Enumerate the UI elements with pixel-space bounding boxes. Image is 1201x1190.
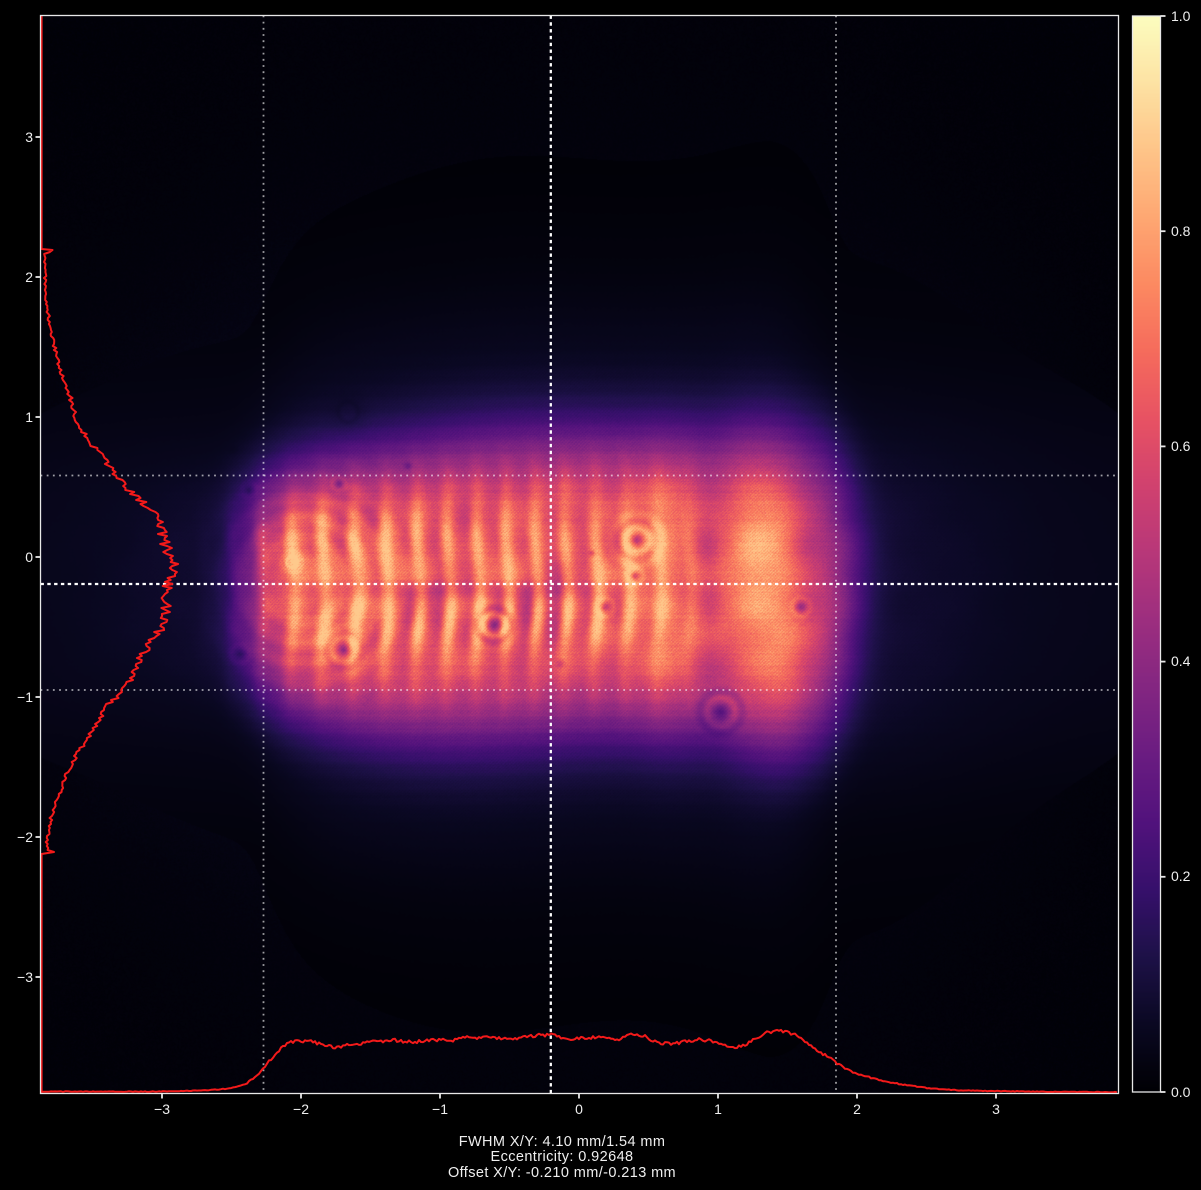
svg-text:FWHM X/Y: 4.10 mm/1.54 mm: FWHM X/Y: 4.10 mm/1.54 mm	[459, 1134, 666, 1150]
svg-text:1: 1	[25, 409, 33, 425]
svg-text:0.2: 0.2	[1171, 868, 1191, 884]
svg-text:0.0: 0.0	[1171, 1084, 1191, 1100]
svg-text:0.6: 0.6	[1171, 438, 1191, 454]
svg-text:0: 0	[25, 549, 33, 565]
svg-text:−1: −1	[17, 689, 33, 705]
svg-text:−2: −2	[17, 829, 33, 845]
svg-text:0.4: 0.4	[1171, 653, 1191, 669]
svg-text:Eccentricity: 0.92648: Eccentricity: 0.92648	[491, 1149, 634, 1165]
svg-text:−1: −1	[432, 1101, 448, 1117]
svg-text:−3: −3	[154, 1101, 170, 1117]
svg-text:2: 2	[25, 269, 33, 285]
svg-text:−3: −3	[17, 969, 33, 985]
svg-text:0: 0	[575, 1101, 583, 1117]
svg-text:2: 2	[853, 1101, 861, 1117]
svg-text:0.8: 0.8	[1171, 223, 1191, 239]
svg-text:3: 3	[992, 1101, 1000, 1117]
svg-text:−2: −2	[293, 1101, 309, 1117]
svg-text:Offset X/Y: -0.210 mm/-0.213 m: Offset X/Y: -0.210 mm/-0.213 mm	[448, 1165, 676, 1181]
svg-text:1.0: 1.0	[1171, 8, 1191, 24]
svg-text:1: 1	[714, 1101, 722, 1117]
svg-text:3: 3	[25, 129, 33, 145]
